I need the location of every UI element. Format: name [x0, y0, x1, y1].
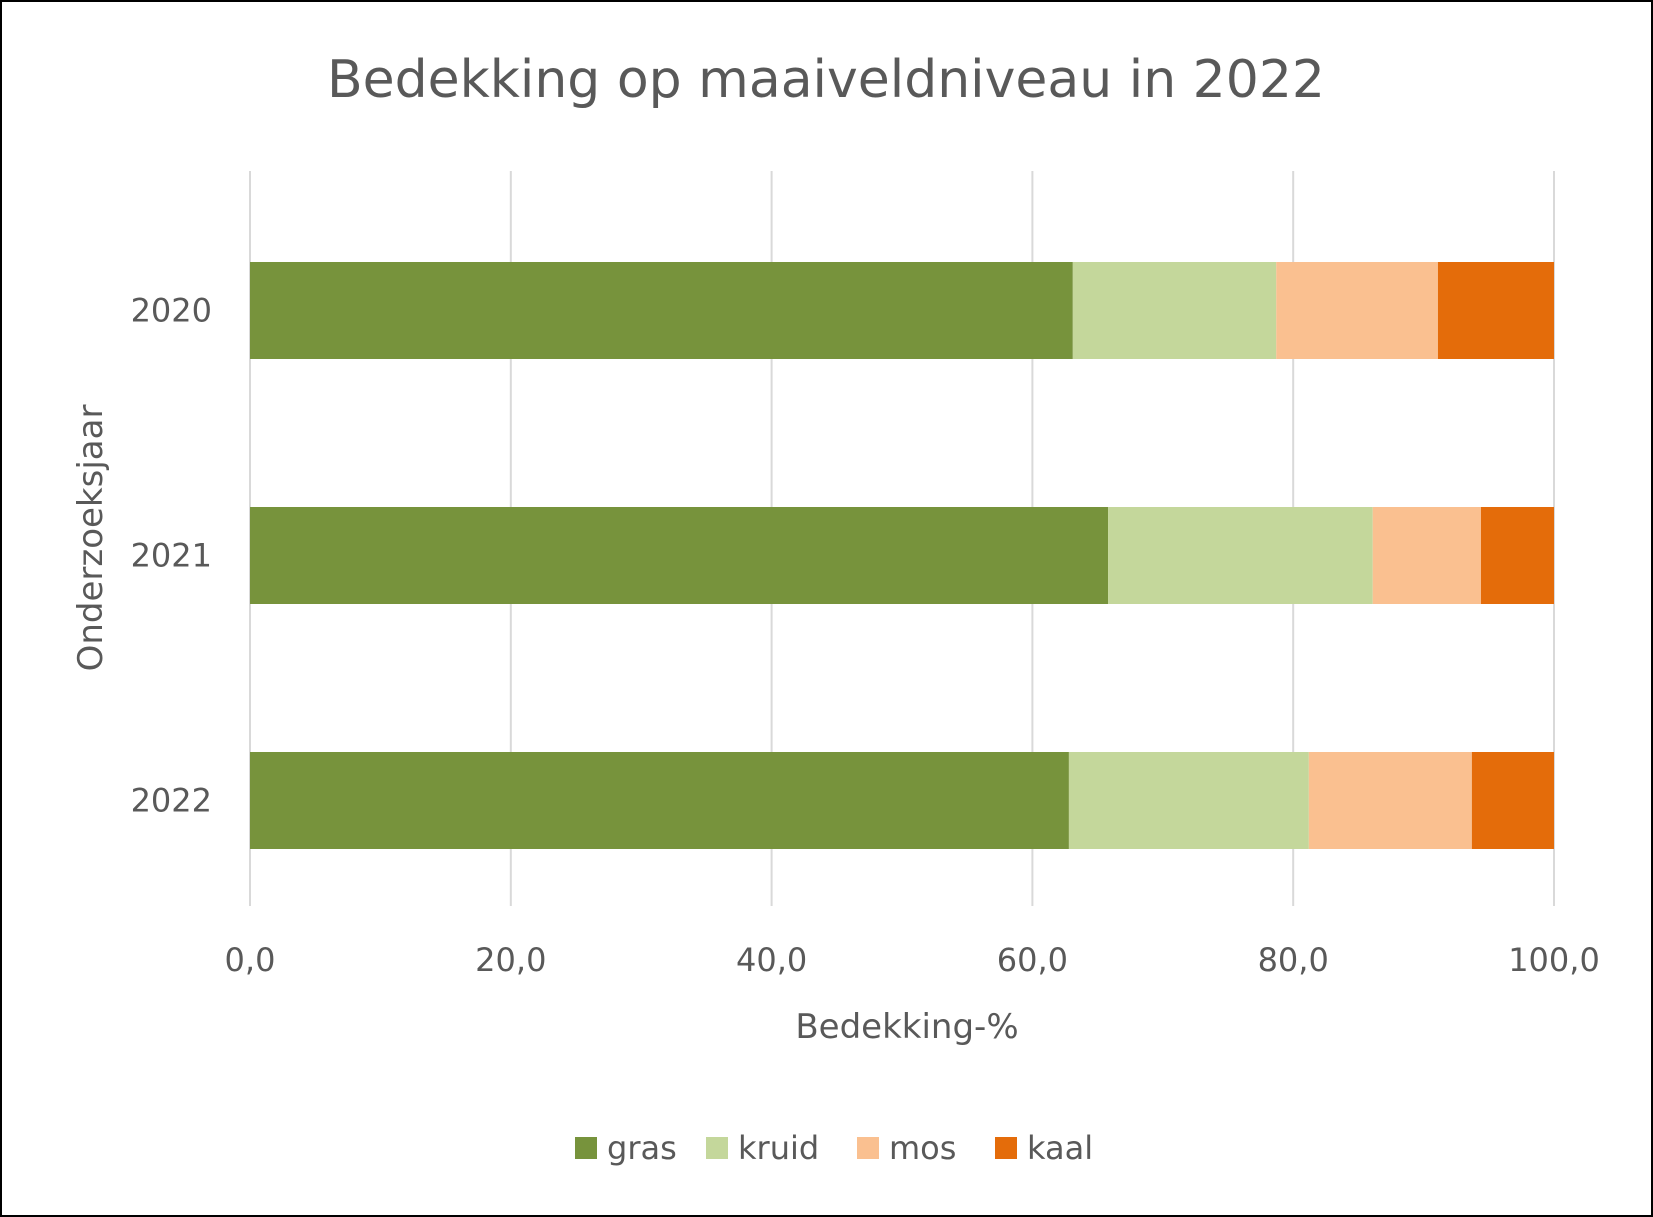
chart-title: Bedekking op maaiveldniveau in 2022	[327, 50, 1325, 110]
bar-gras-2020	[250, 262, 1073, 359]
bar-kaal-2022	[1471, 752, 1554, 849]
x-tick-label: 80,0	[1258, 941, 1329, 979]
y-axis-title: Onderzoeksjaar	[71, 405, 111, 672]
y-tick-label: 2022	[131, 782, 212, 820]
legend-swatch-mos	[857, 1137, 879, 1159]
y-tick-label: 2021	[131, 537, 212, 575]
bar-kaal-2020	[1437, 262, 1554, 359]
legend-label-gras: gras	[607, 1129, 677, 1167]
y-tick-labels: 2020 2021 2022	[131, 292, 212, 820]
bar-mos-2020	[1276, 262, 1438, 359]
x-tick-label: 0,0	[225, 941, 276, 979]
y-tick-label: 2020	[131, 292, 212, 330]
legend-swatch-gras	[575, 1137, 597, 1159]
x-tick-label: 40,0	[736, 941, 807, 979]
legend: gras kruid mos kaal	[575, 1129, 1093, 1167]
x-tick-label: 60,0	[997, 941, 1068, 979]
x-tick-labels: 0,0 20,0 40,0 60,0 80,0 100,0	[225, 941, 1600, 979]
legend-swatch-kruid	[706, 1137, 728, 1159]
x-tick-label: 20,0	[475, 941, 546, 979]
bar-kruid-2022	[1068, 752, 1309, 849]
legend-label-kaal: kaal	[1027, 1129, 1093, 1167]
bars	[250, 262, 1554, 849]
legend-label-kruid: kruid	[738, 1129, 819, 1167]
bar-kruid-2020	[1072, 262, 1277, 359]
x-axis-title: Bedekking-%	[795, 1007, 1018, 1047]
bar-mos-2022	[1308, 752, 1472, 849]
bar-gras-2021	[250, 507, 1109, 604]
bar-mos-2021	[1372, 507, 1481, 604]
legend-label-mos: mos	[889, 1129, 956, 1167]
bar-kruid-2021	[1108, 507, 1373, 604]
legend-swatch-kaal	[995, 1137, 1017, 1159]
bar-kaal-2021	[1480, 507, 1554, 604]
x-tick-label: 100,0	[1508, 941, 1600, 979]
bar-gras-2022	[250, 752, 1069, 849]
